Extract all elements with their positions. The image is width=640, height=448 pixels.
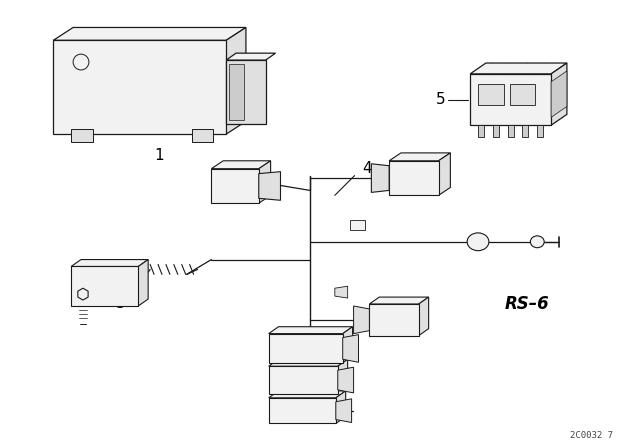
Polygon shape xyxy=(470,63,567,74)
Text: 2: 2 xyxy=(144,73,154,91)
Polygon shape xyxy=(335,286,348,298)
Polygon shape xyxy=(226,53,276,60)
Polygon shape xyxy=(211,169,259,203)
Polygon shape xyxy=(71,267,138,306)
Polygon shape xyxy=(53,27,246,40)
Polygon shape xyxy=(259,172,280,200)
Polygon shape xyxy=(229,64,244,121)
Bar xyxy=(349,220,365,230)
Polygon shape xyxy=(389,153,451,161)
Polygon shape xyxy=(369,304,419,336)
Polygon shape xyxy=(508,125,513,137)
Polygon shape xyxy=(371,164,389,192)
Polygon shape xyxy=(269,359,348,366)
Polygon shape xyxy=(342,335,358,362)
Polygon shape xyxy=(211,161,271,169)
Circle shape xyxy=(73,54,89,70)
Text: 3: 3 xyxy=(116,297,125,311)
Polygon shape xyxy=(342,327,353,363)
Polygon shape xyxy=(338,367,353,393)
Polygon shape xyxy=(470,74,551,125)
Polygon shape xyxy=(226,27,246,134)
Bar xyxy=(509,84,535,105)
Polygon shape xyxy=(269,398,336,423)
Polygon shape xyxy=(269,334,342,363)
Polygon shape xyxy=(138,259,148,306)
Polygon shape xyxy=(336,399,351,422)
Polygon shape xyxy=(53,40,226,134)
Polygon shape xyxy=(522,125,529,137)
Polygon shape xyxy=(226,60,266,124)
Text: RS–6: RS–6 xyxy=(505,295,550,313)
Text: 4: 4 xyxy=(363,161,372,176)
Polygon shape xyxy=(369,297,429,304)
Polygon shape xyxy=(336,391,346,423)
Polygon shape xyxy=(269,391,346,398)
Polygon shape xyxy=(71,129,93,142)
Polygon shape xyxy=(478,125,484,137)
Polygon shape xyxy=(438,153,451,195)
Ellipse shape xyxy=(467,233,489,251)
Polygon shape xyxy=(259,161,271,203)
Polygon shape xyxy=(338,359,348,394)
Polygon shape xyxy=(493,125,499,137)
Text: 2C0032 7: 2C0032 7 xyxy=(570,431,613,440)
Bar xyxy=(478,84,504,105)
Polygon shape xyxy=(71,259,148,267)
Polygon shape xyxy=(191,129,213,142)
Polygon shape xyxy=(389,161,438,195)
Polygon shape xyxy=(353,306,369,334)
Polygon shape xyxy=(551,71,567,117)
Polygon shape xyxy=(419,297,429,336)
Text: 1: 1 xyxy=(154,148,164,164)
Polygon shape xyxy=(269,327,353,334)
Ellipse shape xyxy=(531,236,544,248)
Text: 5: 5 xyxy=(436,92,445,107)
Polygon shape xyxy=(537,125,543,137)
Polygon shape xyxy=(269,366,338,394)
Polygon shape xyxy=(551,63,567,125)
